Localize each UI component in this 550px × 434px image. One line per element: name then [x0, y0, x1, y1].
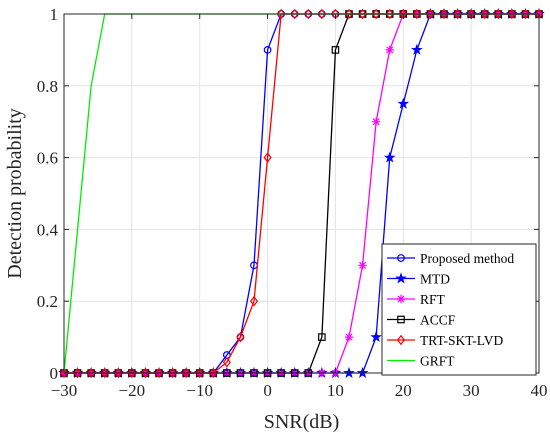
data-point-diamond	[114, 367, 123, 379]
data-point-circle	[397, 254, 405, 262]
data-point-diamond	[277, 8, 286, 20]
legend-label: RFT	[420, 292, 446, 307]
data-point-diamond	[59, 367, 69, 379]
data-point-star	[370, 330, 382, 343]
data-point-diamond	[453, 8, 462, 20]
data-point-diamond	[168, 367, 177, 379]
data-point-diamond	[426, 8, 435, 20]
data-point-diamond	[372, 8, 381, 20]
y-tick-label: 0.2	[37, 292, 58, 311]
data-point-diamond	[182, 367, 191, 379]
legend-entry: GRFT	[387, 354, 455, 369]
data-point-asterisk	[344, 332, 354, 342]
data-point-asterisk	[385, 45, 394, 55]
data-point-star	[383, 151, 396, 163]
x-tick-label: 0	[263, 381, 272, 400]
legend-box	[381, 243, 537, 376]
data-point-asterisk	[371, 117, 381, 126]
data-point-star	[397, 97, 410, 109]
legend-label: GRFT	[420, 354, 455, 369]
data-point-square	[331, 46, 340, 54]
data-point-diamond	[358, 8, 367, 20]
x-tick-label: 20	[395, 381, 412, 400]
data-point-diamond	[263, 152, 272, 163]
y-axis-title: Detection probability	[4, 108, 26, 279]
data-point-diamond	[249, 295, 259, 307]
plot-frame	[63, 13, 540, 374]
legend-entry: TRT-SKT-LVD	[387, 333, 503, 348]
legend: Proposed method MTD RFT ACCF TRT-SKT-LVD GRFT	[381, 243, 537, 376]
legend-entry: MTD	[387, 272, 450, 287]
data-point-diamond	[209, 367, 218, 379]
data-point-diamond	[236, 331, 245, 343]
data-point-diamond	[439, 8, 449, 20]
data-point-diamond	[127, 367, 136, 379]
data-point-diamond	[73, 367, 82, 379]
data-point-diamond	[385, 8, 394, 20]
legend-entry: ACCF	[387, 313, 456, 328]
data-point-diamond	[195, 367, 204, 379]
data-point-diamond	[344, 8, 354, 20]
data-point-diamond	[290, 8, 299, 20]
data-point-diamond	[141, 367, 150, 379]
legend-entry: RFT	[387, 292, 446, 307]
y-tick-label: 1	[50, 5, 59, 24]
data-point-square	[318, 333, 326, 341]
x-tick-label: −10	[186, 381, 213, 400]
data-point-star	[411, 43, 423, 55]
axes: −30 −20 −10 0 10 20 30 40 0 0.2 0.4 0.6 0.8 1	[37, 5, 548, 400]
data-point-diamond	[494, 8, 503, 20]
y-tick-label: 0	[50, 364, 59, 383]
data-point-star	[395, 272, 407, 284]
x-tick-label: −30	[51, 381, 78, 400]
data-point-diamond	[154, 367, 164, 379]
data-point-diamond	[507, 8, 516, 20]
legend-label: ACCF	[420, 313, 456, 328]
data-point-asterisk	[358, 261, 367, 270]
data-point-diamond	[87, 367, 96, 379]
data-point-diamond	[521, 8, 530, 20]
legend-label: MTD	[420, 272, 450, 287]
legend-entry: Proposed method	[387, 251, 514, 266]
data-point-diamond	[317, 8, 326, 20]
data-point-diamond	[480, 8, 489, 20]
y-tick-label: 0.6	[37, 149, 58, 168]
data-point-diamond	[396, 334, 406, 346]
data-point-diamond	[412, 8, 421, 20]
y-tick-label: 0.8	[37, 77, 58, 96]
legend-label: TRT-SKT-LVD	[420, 333, 503, 348]
data-point-asterisk	[396, 294, 406, 304]
data-point-circle	[263, 46, 272, 54]
data-point-diamond	[100, 367, 109, 379]
legend-label: Proposed method	[420, 251, 514, 266]
x-tick-label: 10	[327, 381, 344, 400]
data-point-square	[397, 315, 405, 324]
x-axis-title: SNR(dB)	[264, 411, 340, 433]
x-tick-label: 40	[531, 381, 548, 400]
data-point-diamond	[222, 356, 231, 368]
x-tick-label: −20	[119, 381, 146, 400]
x-tick-label: 30	[463, 381, 480, 400]
data-point-diamond	[304, 8, 313, 20]
y-tick-label: 0.4	[37, 220, 59, 239]
